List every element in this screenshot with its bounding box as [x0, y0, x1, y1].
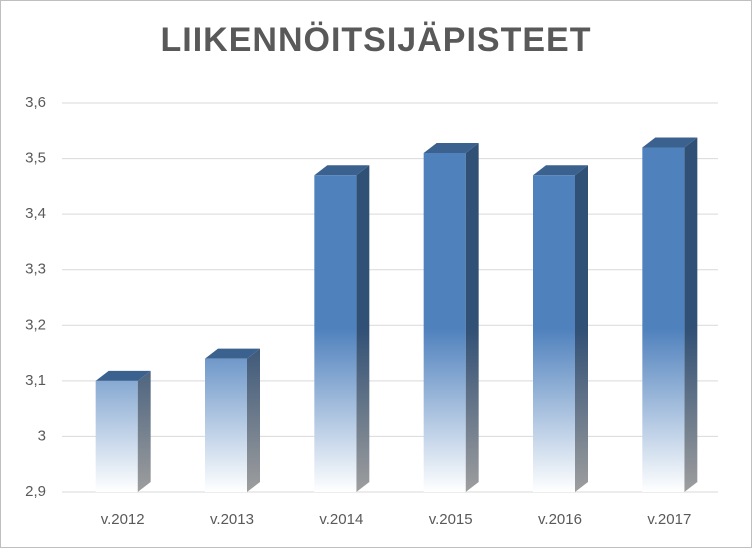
y-tick-label: 3,2	[25, 316, 46, 333]
bar-top	[533, 165, 588, 176]
bar-side	[575, 165, 588, 492]
x-tick-label: v.2013	[210, 511, 254, 528]
bar	[533, 175, 575, 492]
x-tick-label: v.2012	[101, 511, 145, 528]
bar-side	[137, 370, 151, 492]
bar	[314, 175, 357, 492]
bar-top	[423, 143, 479, 154]
x-tick-label: v.2014	[319, 511, 363, 528]
bar	[95, 380, 138, 492]
bar-side	[684, 137, 698, 492]
bar-side	[356, 165, 370, 492]
y-tick-label: 3	[38, 427, 46, 444]
bar	[205, 358, 247, 492]
y-tick-label: 3,5	[25, 150, 46, 167]
y-tick-label: 2,9	[25, 483, 46, 500]
bar-side	[247, 348, 260, 492]
bar-top	[205, 348, 260, 359]
y-tick-label: 3,3	[25, 261, 46, 278]
x-tick-label: v.2017	[647, 511, 691, 528]
y-tick-label: 3,1	[25, 372, 46, 389]
chart-title: LIIKENNÖITSIJÄPISTEET	[161, 21, 592, 59]
bar-top	[95, 370, 151, 381]
x-tick-label: v.2015	[429, 511, 473, 528]
bar	[642, 147, 685, 492]
bar-top	[314, 165, 370, 176]
y-tick-label: 3,4	[25, 205, 46, 222]
y-tick-label: 3,6	[25, 94, 46, 111]
bar	[423, 153, 466, 492]
x-tick-label: v.2016	[538, 511, 582, 528]
bar-top	[642, 137, 698, 148]
bar-side	[465, 143, 479, 492]
